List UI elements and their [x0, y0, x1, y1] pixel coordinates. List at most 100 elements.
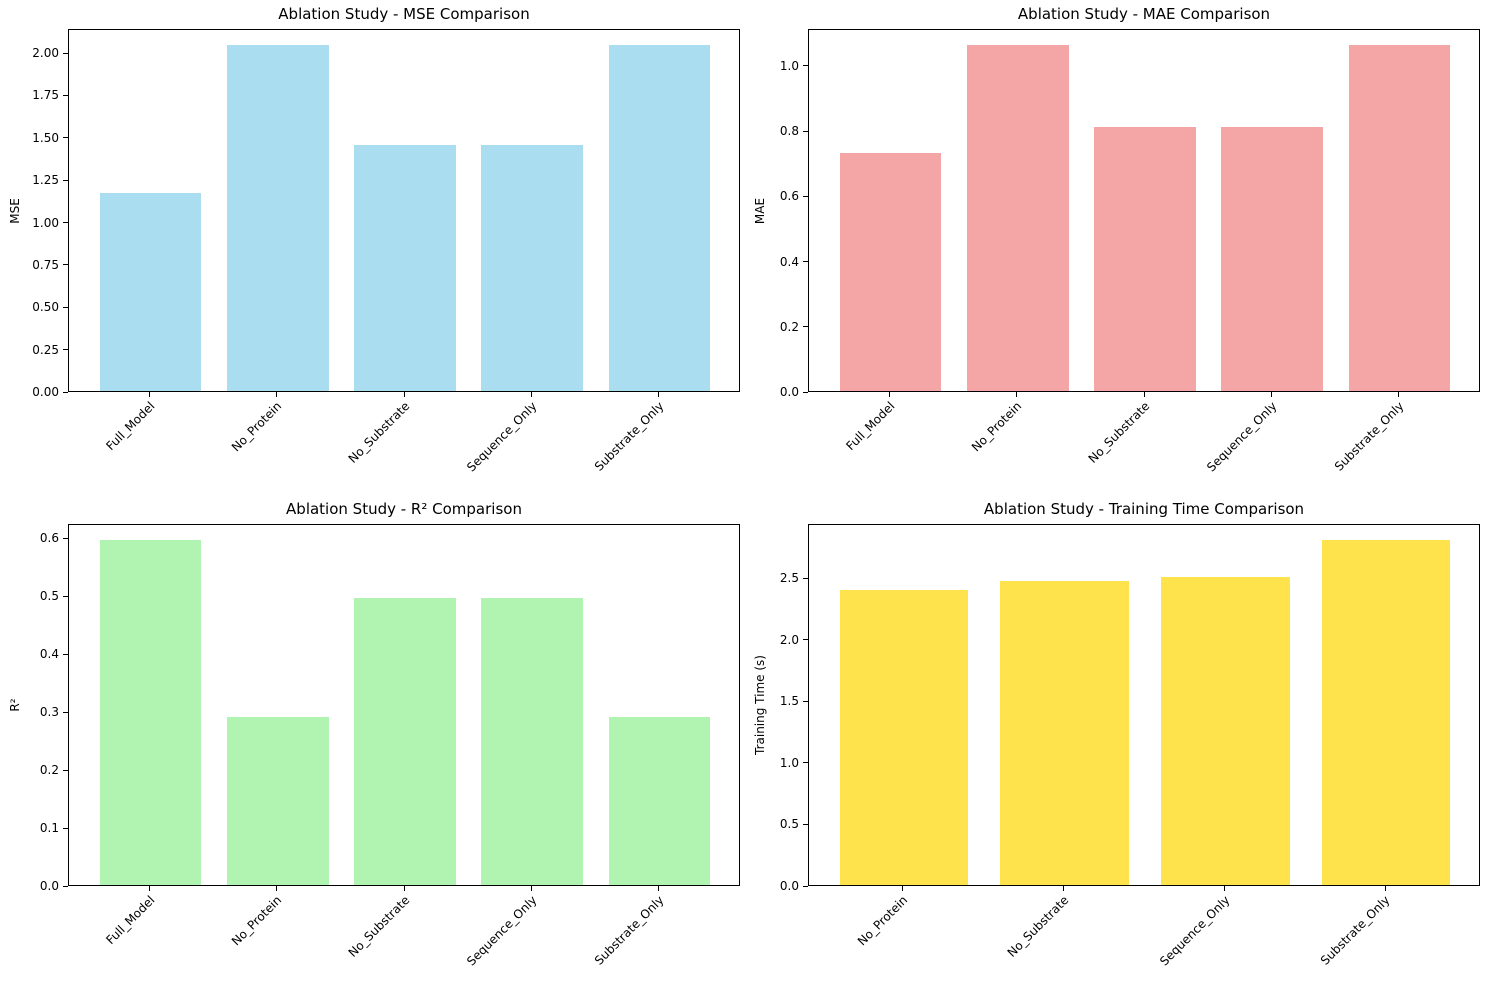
y-tick-label: 0.75	[32, 257, 59, 272]
x-tick-mark	[148, 886, 150, 891]
x-tick-mark	[530, 392, 532, 397]
bar-sequence_only	[1221, 126, 1324, 391]
x-tick-mark	[148, 392, 150, 397]
y-tick-label: 0.2	[779, 319, 799, 334]
y-tick-label: 2.0	[779, 632, 799, 647]
y-tick-mark	[803, 639, 808, 641]
subplot-mse-comparison: Ablation Study - MSE Comparison MSE 0.00…	[0, 0, 745, 495]
bar-no_protein	[839, 589, 969, 885]
x-tick-mark	[1016, 392, 1018, 397]
x-tick-label: No_Substrate	[345, 893, 412, 960]
y-tick-mark	[803, 700, 808, 702]
x-tick-mark	[276, 392, 278, 397]
plot-area	[68, 524, 740, 886]
y-tick-mark	[63, 537, 68, 539]
x-tick-label: No_Substrate	[345, 399, 412, 466]
y-tick-mark	[63, 769, 68, 771]
x-tick-label: No_Protein	[229, 893, 285, 949]
y-tick-mark	[63, 391, 68, 393]
bar-substrate_only	[608, 717, 711, 885]
bar-sequence_only	[1161, 577, 1290, 885]
y-tick-label: 2.00	[32, 46, 59, 61]
subplot-training-time-comparison: Ablation Study - Training Time Compariso…	[745, 495, 1489, 989]
x-tick-label: No_Protein	[855, 893, 911, 949]
y-tick-mark	[63, 827, 68, 829]
x-tick-label: Substrate_Only	[1318, 893, 1394, 968]
x-tick-label: Substrate_Only	[591, 399, 667, 474]
x-tick-mark	[1143, 392, 1145, 397]
bar-no_substrate	[354, 598, 456, 885]
y-tick-mark	[803, 577, 808, 579]
y-tick-label: 0.4	[39, 647, 59, 662]
y-tick-mark	[803, 326, 808, 328]
y-tick-mark	[803, 195, 808, 197]
chart-title: Ablation Study - MAE Comparison	[1017, 5, 1271, 23]
x-tick-label: Full_Model	[103, 399, 158, 454]
y-tick-mark	[63, 711, 68, 713]
x-tick-label: Substrate_Only	[1331, 399, 1407, 474]
x-tick-mark	[1384, 886, 1386, 891]
x-tick-mark	[1223, 886, 1225, 891]
x-tick-mark	[403, 392, 405, 397]
y-tick-mark	[803, 130, 808, 132]
y-tick-mark	[63, 94, 68, 96]
x-tick-label: Full_Model	[843, 399, 898, 454]
bar-full_model	[99, 192, 202, 391]
chart-title: Ablation Study - MSE Comparison	[278, 5, 530, 23]
y-tick-mark	[803, 391, 808, 393]
x-tick-label: No_Protein	[969, 399, 1025, 455]
plot-area	[808, 524, 1480, 886]
y-tick-label: 0.25	[32, 342, 59, 357]
plot-area	[808, 29, 1480, 392]
chart-title: Ablation Study - R² Comparison	[286, 500, 522, 518]
x-tick-mark	[902, 886, 904, 891]
subplot-mae-comparison: Ablation Study - MAE Comparison MAE 0.0 0…	[745, 0, 1489, 495]
y-tick-label: 0.6	[39, 531, 59, 546]
y-tick-label: 1.75	[32, 88, 59, 103]
y-tick-label: 0.3	[39, 705, 59, 720]
x-tick-mark	[1063, 886, 1065, 891]
x-tick-label: Sequence_Only	[1203, 399, 1280, 475]
y-tick-label: 0.0	[779, 879, 799, 893]
y-tick-mark	[63, 137, 68, 139]
y-tick-label: 0.2	[39, 763, 59, 778]
y-tick-label: 1.00	[32, 215, 59, 230]
plot-area	[68, 29, 740, 392]
x-tick-mark	[1398, 392, 1400, 397]
x-tick-label: No_Substrate	[1085, 399, 1152, 466]
y-tick-mark	[803, 762, 808, 764]
y-tick-label: 0.0	[39, 879, 59, 893]
subplot-r2-comparison: Ablation Study - R² Comparison R² 0.0 0.1…	[0, 495, 745, 989]
y-tick-label: 1.50	[32, 130, 59, 145]
y-tick-label: 0.8	[779, 124, 799, 139]
y-tick-label: 0.5	[39, 589, 59, 604]
x-tick-mark	[403, 886, 405, 891]
x-tick-label: Full_Model	[103, 893, 158, 948]
x-tick-label: No_Substrate	[1004, 893, 1072, 960]
y-tick-mark	[63, 885, 68, 887]
y-tick-mark	[803, 823, 808, 825]
y-tick-label: 2.5	[779, 571, 799, 586]
bar-no_substrate	[1000, 580, 1129, 885]
y-tick-mark	[63, 179, 68, 181]
bar-substrate_only	[1321, 540, 1451, 885]
y-tick-label: 0.4	[779, 254, 799, 269]
bar-substrate_only	[1348, 45, 1451, 391]
x-tick-label: No_Protein	[229, 399, 285, 455]
y-tick-mark	[803, 885, 808, 887]
bar-no_substrate	[1094, 126, 1196, 391]
x-tick-label: Sequence_Only	[1156, 893, 1233, 969]
y-tick-mark	[63, 222, 68, 224]
y-tick-mark	[63, 52, 68, 54]
bar-full_model	[99, 540, 202, 885]
y-tick-label: 0.1	[39, 821, 59, 836]
bar-no_protein	[226, 45, 329, 391]
y-tick-label: 0.0	[779, 385, 799, 399]
bar-no_protein	[966, 45, 1069, 391]
bar-substrate_only	[608, 45, 711, 391]
y-tick-mark	[803, 261, 808, 263]
x-tick-label: Substrate_Only	[591, 893, 667, 968]
y-tick-label: 0.00	[32, 385, 59, 399]
bar-full_model	[839, 152, 942, 391]
